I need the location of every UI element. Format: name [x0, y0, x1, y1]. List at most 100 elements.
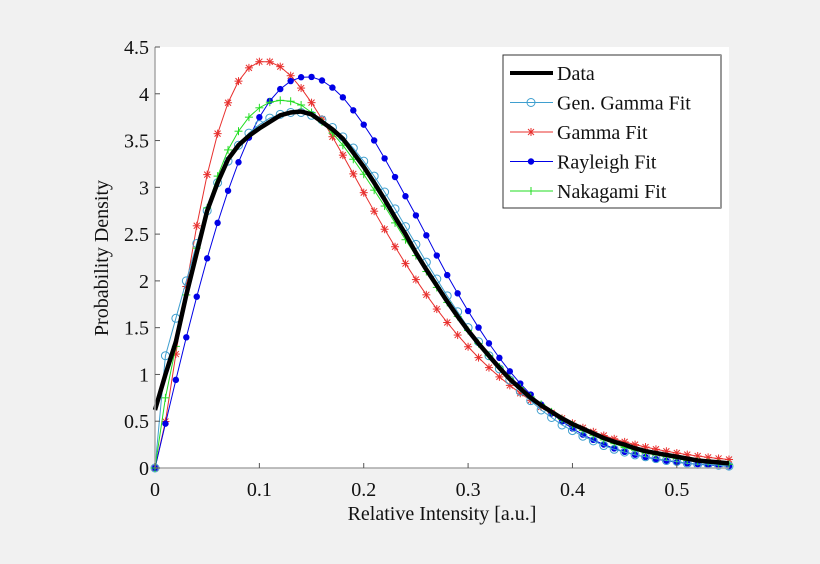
dot-marker-shape [339, 94, 347, 101]
data-point [287, 77, 294, 85]
y-tick-label: 2.5 [124, 224, 149, 246]
star-marker-stroke [443, 319, 451, 326]
data-point [234, 127, 243, 136]
data-point [432, 305, 441, 314]
dot-marker-shape [464, 307, 472, 315]
dot-marker-shape [308, 73, 315, 81]
star-marker-stroke [412, 276, 420, 283]
data-point [224, 145, 233, 154]
dot-marker-shape [297, 74, 305, 81]
legend-item: Data [510, 63, 595, 85]
x-tick-label: 0.1 [247, 479, 272, 501]
y-tick-label: 2 [139, 271, 149, 293]
data-point [506, 368, 514, 375]
data-point [265, 98, 274, 107]
data-point [276, 96, 285, 105]
dot-marker-shape [496, 354, 503, 362]
dot-marker-shape [423, 232, 430, 239]
data-point [329, 84, 336, 91]
data-point [203, 170, 212, 179]
legend-item: Gamma Fit [510, 122, 648, 144]
data-point [391, 242, 400, 251]
data-point [255, 57, 264, 66]
data-point [339, 94, 347, 101]
legend-marker [527, 187, 535, 195]
x-tick-label: 0.3 [456, 479, 481, 501]
legend-label: Data [557, 63, 595, 85]
legend-marker [526, 98, 536, 107]
star-marker-stroke [193, 222, 201, 230]
data-point [318, 77, 326, 84]
y-tick-label: 0 [139, 458, 149, 480]
dot-marker-shape [370, 137, 378, 144]
y-tick-label: 3 [139, 177, 149, 199]
y-tick-label: 4 [139, 84, 149, 106]
legend-marker [527, 128, 535, 136]
star-marker-stroke [496, 373, 503, 381]
data-point [423, 232, 430, 239]
data-point [161, 393, 170, 402]
data-point [224, 187, 232, 194]
series-line [154, 111, 730, 469]
data-point [475, 324, 482, 331]
data-point [349, 169, 358, 178]
data-point [444, 271, 451, 279]
legend: Data Gen. Gamma Fit Gamma Fit Rayleigh Fit N… [502, 54, 722, 209]
series-layer [150, 57, 734, 473]
data-point [579, 431, 587, 438]
data-point [193, 293, 200, 300]
legend-item: Nakagami Fit [510, 181, 667, 203]
data-point [213, 129, 222, 138]
dot-marker-shape [224, 187, 232, 194]
data-point [370, 207, 379, 216]
data-point [338, 151, 347, 160]
dot-marker-shape [527, 158, 535, 165]
data-point [474, 353, 483, 362]
data-point [370, 137, 378, 144]
dot-marker-shape [256, 114, 263, 121]
legend-label: Gamma Fit [557, 122, 648, 144]
data-point [381, 155, 388, 162]
dot-marker-shape [214, 219, 221, 227]
data-point [265, 57, 274, 66]
dot-marker-shape [277, 85, 284, 93]
dot-marker-shape [412, 212, 420, 219]
star-marker-stroke [475, 354, 482, 361]
data-point [360, 121, 367, 128]
data-point [484, 363, 493, 372]
dot-marker-shape [203, 255, 211, 262]
ticks-layer: 0 0.1 0.2 0.3 0.4 0.5 0 0.5 1 1.5 2 2.5 3 3.5 4 4.5 [124, 37, 689, 501]
data-point [464, 307, 472, 315]
star-marker-stroke [339, 151, 347, 159]
data-point [192, 221, 201, 230]
dot-marker-shape [183, 334, 190, 341]
star-marker-stroke [370, 207, 378, 215]
star-marker-stroke [203, 171, 211, 178]
dot-marker-shape [454, 290, 461, 297]
data-point [297, 84, 306, 93]
dot-marker-shape [318, 77, 326, 84]
star-marker-stroke [224, 99, 232, 107]
dot-marker-shape [360, 121, 367, 128]
data-point [224, 98, 233, 107]
dot-marker-shape [391, 173, 399, 181]
data-point [443, 318, 452, 327]
star-marker-stroke [464, 343, 472, 351]
star-marker-stroke [527, 128, 535, 136]
y-tick-label: 1 [139, 364, 149, 386]
data-point [255, 103, 264, 112]
star-marker-stroke [245, 64, 253, 72]
data-point [422, 290, 431, 299]
y-tick-label: 4.5 [124, 37, 149, 59]
circle-marker-shape [233, 140, 243, 150]
dot-marker-shape [287, 77, 294, 85]
star-marker-stroke [391, 243, 399, 251]
star-marker-stroke [235, 77, 242, 85]
data-point [297, 74, 305, 81]
star-marker-stroke [256, 58, 263, 66]
data-point [256, 114, 263, 121]
data-point [235, 159, 242, 166]
data-point [402, 193, 409, 200]
dot-marker-shape [433, 252, 440, 259]
